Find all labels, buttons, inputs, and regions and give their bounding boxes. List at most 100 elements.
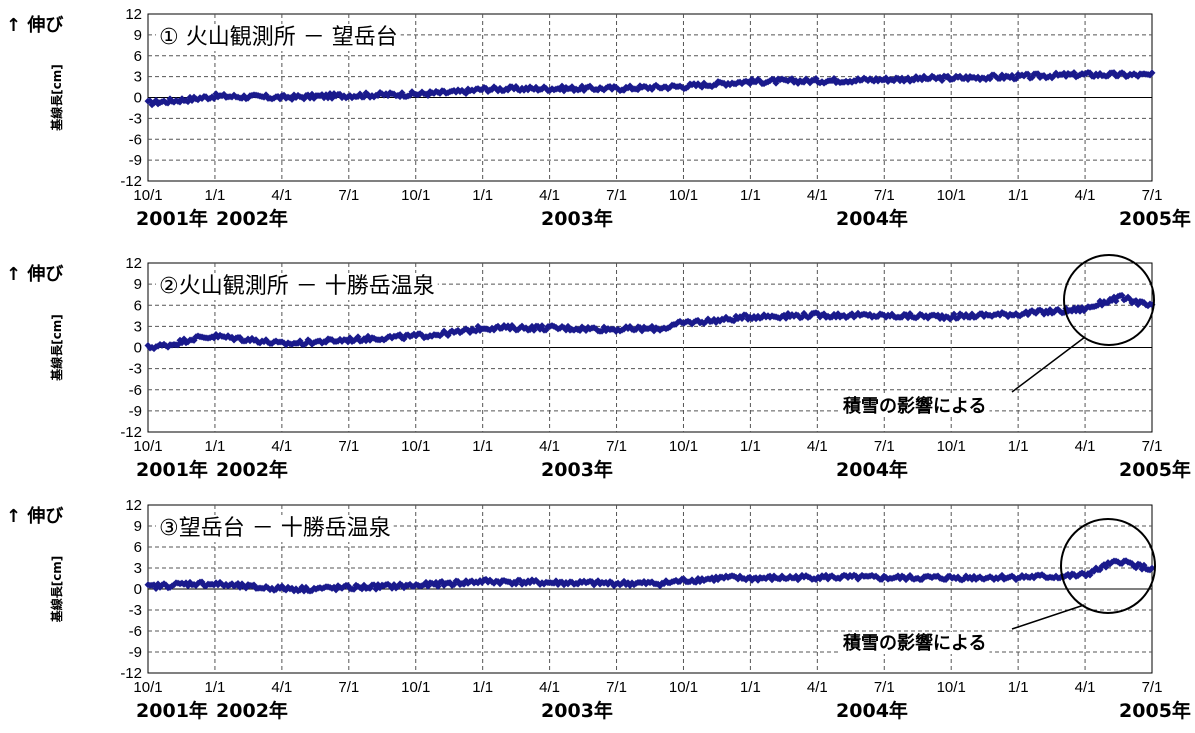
year-label: 2004年 [836,699,908,722]
chart-title: ① 火山観測所 － 望岳台 [159,25,398,50]
annotation-circle [1063,254,1155,346]
year-label: 2004年 [836,207,908,230]
chart-title: ②火山観測所 － 十勝岳温泉 [159,274,435,299]
y-tick-label: -12 [120,173,142,190]
annotation-leader [1011,336,1086,393]
title-background [156,515,394,542]
x-tick-label: 7/1 [606,438,627,455]
year-label: 2001年 [136,458,208,481]
y-tick-label: -12 [120,424,142,441]
y-axis-label: 基線長[cm] [49,64,64,132]
year-label: 2002年 [216,458,288,481]
x-tick-label: 10/1 [669,187,698,204]
x-tick-label: 7/1 [338,438,359,455]
x-tick-label: 4/1 [1075,187,1096,204]
x-tick-label: 1/1 [1008,187,1029,204]
y-tick-label: 9 [134,276,142,293]
x-tick-label: 7/1 [874,438,895,455]
x-tick-label: 10/1 [669,679,698,696]
y-tick-label: -3 [129,110,142,127]
title-background [156,24,401,51]
year-label: 2003年 [541,699,613,722]
x-tick-label: 1/1 [205,438,226,455]
year-label: 2005年 [1119,699,1191,722]
y-axis-label: 基線長[cm] [49,314,64,382]
x-tick-label: 4/1 [807,438,828,455]
x-tick-label: 7/1 [1142,679,1163,696]
chart-title: ③望岳台 － 十勝岳温泉 [159,516,391,541]
x-tick-label: 10/1 [937,187,966,204]
x-tick-label: 1/1 [472,679,493,696]
x-tick-label: 1/1 [1008,679,1029,696]
extension-label: ↑ 伸び [6,505,64,527]
y-tick-label: -9 [129,644,142,661]
x-tick-label: 7/1 [338,679,359,696]
data-series [144,291,1156,353]
x-tick-label: 10/1 [401,679,430,696]
y-tick-label: 12 [125,6,142,23]
y-tick-label: -3 [129,361,142,378]
x-tick-label: 1/1 [740,438,761,455]
x-tick-label: 1/1 [472,187,493,204]
x-tick-label: 4/1 [271,438,292,455]
annotation-text: 積雪の影響による [842,395,986,417]
y-tick-label: -12 [120,665,142,682]
x-tick-label: 7/1 [1142,187,1163,204]
annotation-background [839,395,990,417]
year-label: 2003年 [541,207,613,230]
year-label: 2005年 [1119,458,1191,481]
x-tick-label: 10/1 [937,438,966,455]
y-tick-label: -6 [129,382,142,399]
data-point [1148,564,1156,572]
y-tick-label: -9 [129,403,142,420]
extension-label: ↑ 伸び [6,263,64,285]
x-tick-label: 7/1 [874,187,895,204]
x-tick-label: 4/1 [539,438,560,455]
annotation-background [839,632,990,654]
x-tick-label: 10/1 [401,438,430,455]
x-tick-label: 4/1 [807,187,828,204]
data-series [144,557,1156,595]
year-label: 2002年 [216,207,288,230]
x-tick-label: 1/1 [205,187,226,204]
y-tick-label: 0 [134,581,142,598]
x-tick-label: 1/1 [740,679,761,696]
x-tick-label: 4/1 [271,679,292,696]
extension-label: ↑ 伸び [6,14,64,36]
x-tick-label: 10/1 [937,679,966,696]
x-tick-label: 7/1 [606,187,627,204]
y-tick-label: 9 [134,518,142,535]
x-tick-label: 4/1 [539,187,560,204]
panel-3: 12 9 6 3 0 -3 -6 -9 -12 10/1 1/1 4/1 7/1 10/1 1/1 4/1 7/… [6,497,1191,722]
y-tick-label: 6 [134,297,142,314]
x-tick-label: 7/1 [338,187,359,204]
annotation-circle [1060,518,1156,614]
x-tick-label: 10/1 [669,438,698,455]
x-tick-label: 10/1 [133,187,162,204]
y-tick-label: 3 [134,560,142,577]
y-tick-label: 12 [125,255,142,272]
x-tick-label: 10/1 [133,438,162,455]
y-tick-label: -6 [129,131,142,148]
year-label: 2001年 [136,699,208,722]
x-tick-label: 7/1 [1142,438,1163,455]
y-tick-label: 6 [134,48,142,65]
y-tick-label: 3 [134,69,142,86]
y-tick-label: -9 [129,152,142,169]
y-tick-label: 12 [125,497,142,514]
x-tick-label: 1/1 [205,679,226,696]
y-tick-label: -6 [129,623,142,640]
y-tick-label: 0 [134,90,142,107]
year-label: 2004年 [836,458,908,481]
annotation-leader [1011,604,1085,630]
x-tick-label: 4/1 [271,187,292,204]
y-tick-label: 6 [134,539,142,556]
year-label: 2003年 [541,458,613,481]
x-tick-label: 4/1 [539,679,560,696]
x-tick-label: 1/1 [472,438,493,455]
year-label: 2001年 [136,207,208,230]
y-tick-label: -3 [129,602,142,619]
x-tick-label: 1/1 [1008,438,1029,455]
